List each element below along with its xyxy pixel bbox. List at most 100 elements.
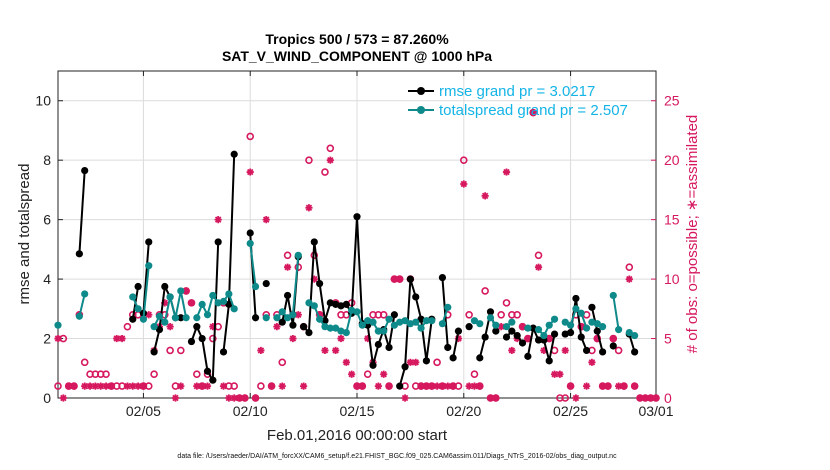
totalspread-point [524,324,532,332]
rmse-point [486,308,495,316]
legend-spread-label: totalspread grand pr = 2.507 [439,102,628,119]
assimilated-obs-marker [182,287,190,295]
assimilated-obs-marker [470,382,479,390]
assimilated-obs-marker [54,334,62,343]
assimilated-obs-marker [550,370,559,378]
assimilated-obs-marker [300,382,308,390]
y-tick-label: 2 [43,331,51,347]
totalspread-point [561,318,569,326]
y2-tick-label: 0 [664,390,672,406]
assimilated-obs-marker [348,370,356,378]
possible-obs-marker [502,299,511,307]
totalspread-point [166,293,174,301]
possible-obs-marker [497,310,505,319]
totalspread-point [289,311,297,319]
rmse-point [310,238,318,246]
y2-tick-label: 10 [664,271,680,287]
y-tick-label: 4 [43,271,51,287]
assimilated-obs-marker [417,382,425,390]
assimilated-obs-marker [497,323,505,331]
assimilated-obs-marker [113,334,121,343]
possible-obs-marker [80,358,89,367]
possible-obs-marker [465,310,473,319]
assimilated-obs-marker [460,180,468,188]
rmse-point [502,333,511,341]
totalspread-point [438,320,447,328]
rmse-point [588,303,596,311]
assimilated-obs-marker [187,299,196,307]
legend: rmse grand pr = 3.0217 totalspread grand… [408,83,628,119]
assimilated-obs-marker [246,168,254,176]
totalspread-point [305,299,313,307]
possible-obs-marker [481,287,489,295]
y-tick-label: 0 [43,390,51,406]
rmse-point [465,323,473,331]
possible-obs-marker [305,156,313,164]
totalspread-point [401,317,409,325]
error-series [54,150,639,390]
assimilated-obs-marker [577,323,585,331]
totalspread-point [470,317,479,325]
rmse-point [444,343,452,352]
rmse-point [369,361,377,369]
possible-obs-marker [470,370,479,379]
assimilated-obs-marker [321,346,329,355]
totalspread-point [428,317,436,325]
assimilated-obs-marker [97,382,105,390]
assimilated-obs-marker [620,382,628,390]
assimilated-obs-marker [225,394,233,402]
totalspread-point [251,282,260,291]
rmse-point [251,314,260,322]
assimilated-obs-marker [353,382,361,390]
assimilated-obs-marker [380,370,388,378]
chart-title: Tropics 500 / 573 = 87.260% [265,31,449,47]
assimilated-obs-marker [230,394,238,402]
chart-subtitle: SAT_V_WIND_COMPONENT @ 1000 hPa [222,48,492,64]
totalspread-point [550,315,559,323]
assimilated-obs-marker [412,358,420,366]
assimilated-obs-marker [171,394,180,402]
assimilated-obs-marker [444,382,452,390]
assimilated-obs-marker [358,382,366,390]
totalspread-point [219,297,228,305]
totalspread-point [625,329,633,337]
totalspread-point [326,324,334,332]
rmse-point [406,275,414,283]
possible-obs-marker [625,263,634,272]
assimilated-obs-marker [364,334,372,343]
possible-obs-marker [283,251,292,260]
totalspread-line [537,318,556,338]
rmse-point [155,326,164,334]
totalspread-point [278,308,286,316]
possible-obs-marker [534,251,543,260]
totalspread-line [308,302,390,334]
assimilated-obs-marker [631,382,639,390]
totalspread-point [545,321,553,329]
assimilated-obs-marker [599,382,607,390]
legend-rmse-marker [417,87,425,95]
assimilated-obs-marker [273,323,281,331]
assimilated-obs-marker [396,275,404,283]
assimilated-obs-marker [636,394,644,402]
totalspread-point [283,314,292,322]
totalspread-point [246,239,254,248]
rmse-point [289,321,297,329]
assimilated-obs-marker [332,346,340,355]
y2-axis-label: # of obs: o=possible; ∗=assimilated [684,115,701,354]
rmse-point [385,343,393,352]
rmse-point [566,329,575,337]
assimilated-obs-marker [262,216,270,224]
totalspread-point [75,312,83,320]
possible-obs-marker [150,370,158,379]
data-file-footer: data file: /Users/raeder/DAI/ATM_forcXX/… [177,453,617,460]
assimilated-obs-marker [390,275,398,283]
y2-tick-label: 20 [664,152,680,168]
assimilated-obs-marker [492,394,500,402]
y2-tick-label: 5 [664,331,672,347]
assimilated-obs-marker [337,334,345,343]
totalspread-point [540,331,548,340]
assimilated-obs-marker [86,382,94,390]
rmse-point [481,333,489,341]
totalspread-point [262,314,270,322]
